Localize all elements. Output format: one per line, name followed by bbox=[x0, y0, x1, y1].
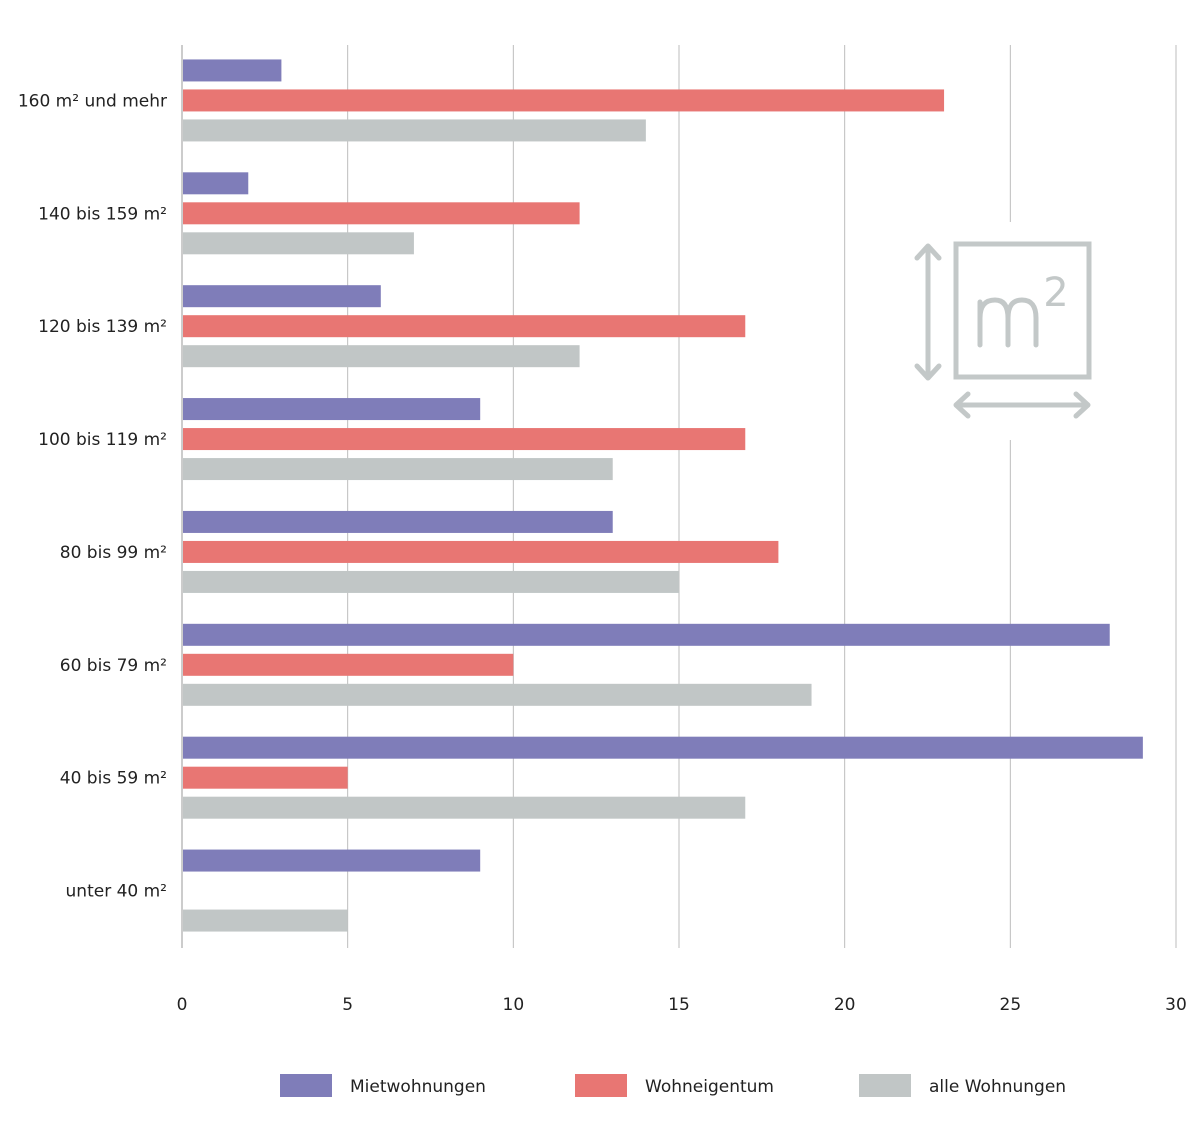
x-tick-label: 10 bbox=[503, 995, 525, 1015]
legend-swatch bbox=[280, 1074, 332, 1097]
bar-wohneigentum bbox=[183, 202, 580, 225]
bar-alle-wohnungen bbox=[183, 232, 414, 255]
bar-wohneigentum bbox=[183, 428, 746, 451]
bar-mietwohnungen bbox=[183, 736, 1143, 759]
bar-wohneigentum bbox=[183, 315, 746, 338]
bar-mietwohnungen bbox=[183, 849, 481, 872]
legend-label: Wohneigentum bbox=[645, 1077, 774, 1097]
bar-alle-wohnungen bbox=[183, 345, 580, 368]
superscript-two-icon: 2 bbox=[1043, 270, 1068, 316]
bar-mietwohnungen bbox=[183, 623, 1110, 646]
vertical-arrow-icon bbox=[914, 243, 942, 381]
x-tick-label: 15 bbox=[668, 995, 690, 1015]
bar-wohneigentum bbox=[183, 766, 348, 789]
bar-alle-wohnungen bbox=[183, 796, 746, 819]
bar-mietwohnungen bbox=[183, 285, 381, 308]
area-square-icon bbox=[953, 241, 1092, 380]
legend-swatch bbox=[575, 1074, 627, 1097]
category-label: 40 bis 59 m² bbox=[60, 769, 167, 789]
legend-label: alle Wohnungen bbox=[929, 1077, 1066, 1097]
legend-swatch bbox=[859, 1074, 911, 1097]
category-label: 140 bis 159 m² bbox=[38, 204, 167, 224]
category-label: 120 bis 139 m² bbox=[38, 317, 167, 337]
bar-mietwohnungen bbox=[183, 510, 613, 533]
bar-mietwohnungen bbox=[183, 398, 481, 421]
x-tick-label: 0 bbox=[177, 995, 188, 1015]
horizontal-arrow-icon bbox=[953, 391, 1091, 419]
bar-mietwohnungen bbox=[183, 172, 249, 195]
bar-alle-wohnungen bbox=[183, 458, 613, 481]
bar-wohneigentum bbox=[183, 89, 945, 112]
x-tick-label: 25 bbox=[1000, 995, 1022, 1015]
bar-alle-wohnungen bbox=[183, 909, 348, 932]
bar-alle-wohnungen bbox=[183, 570, 679, 593]
category-label: 100 bis 119 m² bbox=[38, 430, 167, 450]
bar-mietwohnungen bbox=[183, 59, 282, 82]
category-label: 160 m² und mehr bbox=[18, 91, 167, 111]
bar-alle-wohnungen bbox=[183, 683, 812, 706]
legend-label: Mietwohnungen bbox=[350, 1077, 486, 1097]
x-tick-label: 5 bbox=[342, 995, 353, 1015]
m-squared-icon bbox=[977, 297, 1039, 348]
category-label: 60 bis 79 m² bbox=[60, 656, 167, 676]
x-tick-label: 30 bbox=[1165, 995, 1187, 1015]
x-tick-label: 20 bbox=[834, 995, 856, 1015]
category-label: unter 40 m² bbox=[66, 882, 167, 902]
category-label: 80 bis 99 m² bbox=[60, 543, 167, 563]
bar-alle-wohnungen bbox=[183, 119, 646, 142]
bar-wohneigentum bbox=[183, 540, 779, 563]
bar-wohneigentum bbox=[183, 653, 514, 676]
